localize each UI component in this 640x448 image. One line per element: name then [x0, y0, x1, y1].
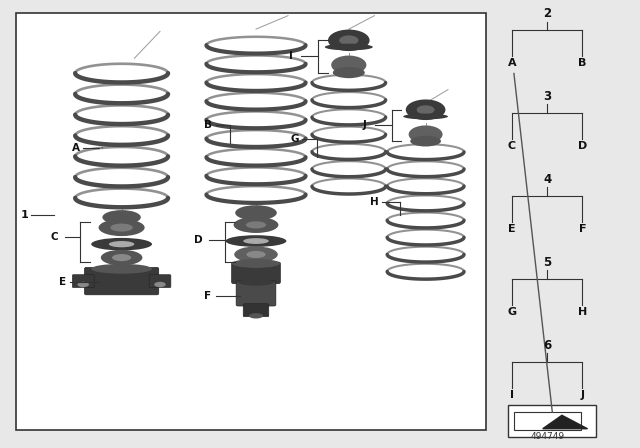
- FancyBboxPatch shape: [149, 275, 171, 288]
- FancyBboxPatch shape: [84, 267, 159, 295]
- Text: F: F: [579, 224, 586, 234]
- Text: E: E: [508, 224, 516, 234]
- Ellipse shape: [339, 35, 358, 45]
- Text: H: H: [578, 307, 587, 317]
- Polygon shape: [514, 412, 581, 430]
- Ellipse shape: [406, 99, 445, 120]
- Ellipse shape: [332, 56, 367, 74]
- Ellipse shape: [112, 254, 131, 261]
- Ellipse shape: [154, 282, 166, 287]
- Ellipse shape: [249, 313, 263, 319]
- Ellipse shape: [234, 246, 278, 263]
- Text: D: D: [194, 235, 203, 245]
- Ellipse shape: [324, 43, 372, 51]
- Text: C: C: [508, 141, 516, 151]
- Text: B: B: [578, 58, 587, 68]
- FancyBboxPatch shape: [508, 405, 596, 437]
- FancyBboxPatch shape: [243, 304, 269, 317]
- Text: J: J: [580, 390, 584, 400]
- Text: 2: 2: [543, 7, 551, 20]
- Ellipse shape: [77, 282, 89, 287]
- Text: 3: 3: [543, 90, 551, 103]
- Ellipse shape: [410, 136, 441, 146]
- Text: 6: 6: [543, 339, 551, 352]
- Text: 5: 5: [543, 256, 551, 269]
- Text: 4: 4: [543, 173, 551, 186]
- FancyBboxPatch shape: [16, 13, 486, 430]
- FancyBboxPatch shape: [236, 281, 276, 306]
- Text: A: A: [72, 143, 79, 153]
- Ellipse shape: [99, 219, 145, 236]
- Ellipse shape: [226, 235, 287, 247]
- Polygon shape: [543, 415, 588, 429]
- Text: 1: 1: [20, 210, 28, 220]
- Ellipse shape: [110, 224, 133, 232]
- Text: F: F: [204, 291, 212, 301]
- Text: J: J: [363, 121, 367, 130]
- Text: H: H: [370, 197, 379, 207]
- Ellipse shape: [243, 238, 269, 244]
- FancyBboxPatch shape: [232, 262, 280, 284]
- Text: I: I: [510, 390, 514, 400]
- Ellipse shape: [236, 205, 277, 220]
- Ellipse shape: [246, 221, 266, 228]
- Text: E: E: [59, 277, 67, 287]
- Text: I: I: [289, 51, 293, 61]
- Ellipse shape: [101, 250, 143, 265]
- Ellipse shape: [328, 30, 370, 51]
- Text: A: A: [508, 58, 516, 68]
- Text: 494749: 494749: [530, 432, 564, 441]
- Ellipse shape: [91, 238, 152, 250]
- Text: C: C: [51, 233, 58, 242]
- Ellipse shape: [91, 264, 152, 274]
- Ellipse shape: [232, 259, 280, 268]
- Ellipse shape: [234, 217, 278, 233]
- Ellipse shape: [333, 67, 365, 78]
- FancyBboxPatch shape: [72, 275, 94, 288]
- Ellipse shape: [109, 241, 134, 247]
- Ellipse shape: [409, 125, 443, 143]
- Ellipse shape: [417, 105, 435, 114]
- Ellipse shape: [102, 210, 141, 224]
- Ellipse shape: [238, 279, 274, 286]
- Ellipse shape: [246, 251, 266, 258]
- Ellipse shape: [403, 114, 448, 120]
- Text: B: B: [204, 121, 212, 130]
- Text: D: D: [578, 141, 587, 151]
- Text: G: G: [290, 134, 299, 144]
- Text: G: G: [508, 307, 516, 317]
